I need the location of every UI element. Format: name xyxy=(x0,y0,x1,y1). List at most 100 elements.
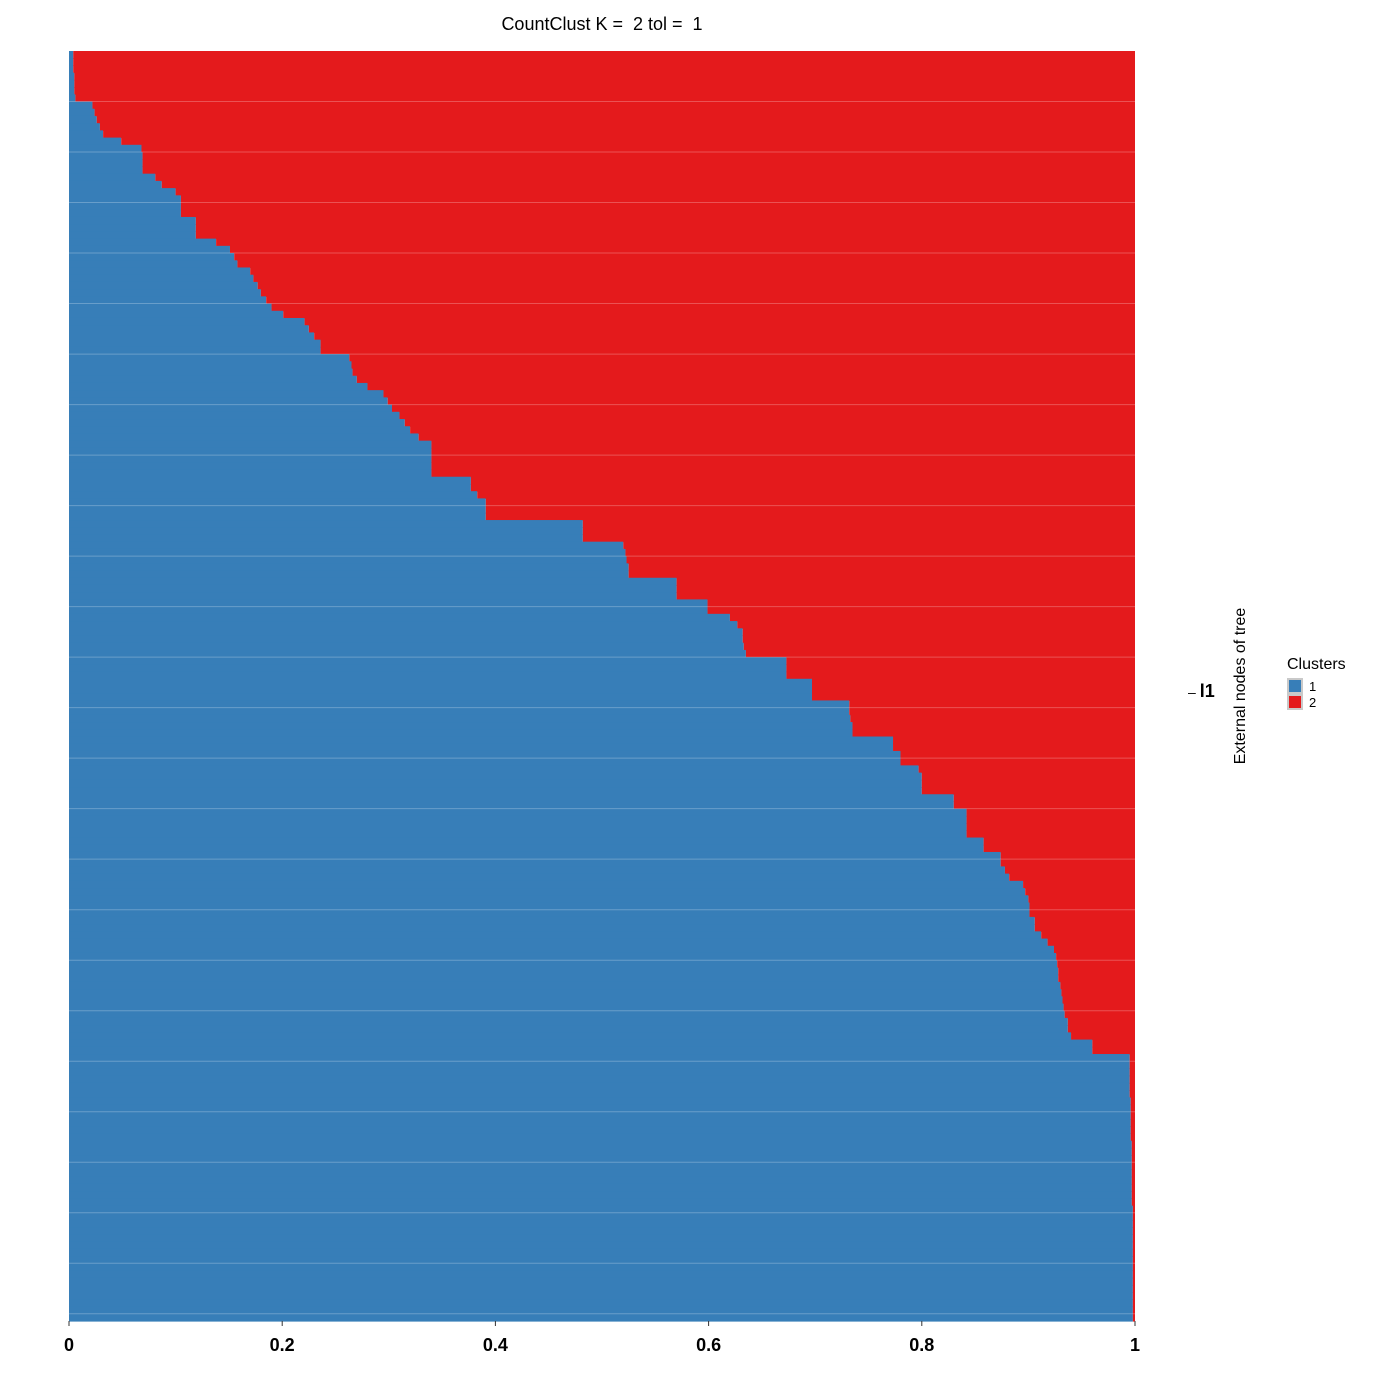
bar-cluster-2 xyxy=(1131,1198,1135,1207)
bar-cluster-2 xyxy=(1130,1097,1135,1106)
bar-cluster-2 xyxy=(1132,1270,1135,1279)
bar-cluster-2 xyxy=(229,245,1135,254)
bar-cluster-1 xyxy=(69,1162,1132,1171)
bar-cluster-1 xyxy=(69,361,352,370)
bar-cluster-2 xyxy=(1034,916,1135,925)
bar-cluster-1 xyxy=(69,375,357,384)
bar-cluster-1 xyxy=(69,779,922,788)
bar-cluster-1 xyxy=(69,1082,1130,1091)
bar-cluster-2 xyxy=(1025,888,1135,896)
bar-cluster-1 xyxy=(69,1133,1131,1142)
bar-cluster-2 xyxy=(893,736,1135,745)
bar-cluster-2 xyxy=(1029,909,1135,918)
bar-cluster-1 xyxy=(69,1010,1065,1019)
bar-cluster-1 xyxy=(69,527,583,536)
bar-cluster-1 xyxy=(69,346,321,355)
bar-cluster-1 xyxy=(69,895,1029,904)
row-separators xyxy=(69,101,1135,1315)
bar-cluster-1 xyxy=(69,707,850,716)
bar-cluster-1 xyxy=(69,772,922,781)
y-tick-label-text: l1 xyxy=(1199,681,1215,701)
bar-cluster-1 xyxy=(69,952,1057,961)
bar-cluster-1 xyxy=(69,166,143,175)
bar-cluster-1 xyxy=(69,368,353,377)
bar-cluster-2 xyxy=(1061,989,1135,997)
bar-cluster-2 xyxy=(304,317,1135,326)
bar-cluster-2 xyxy=(1058,967,1135,976)
bar-cluster-2 xyxy=(966,808,1135,817)
bar-cluster-1 xyxy=(69,72,75,81)
bar-cluster-2 xyxy=(1067,1025,1135,1033)
bar-cluster-2 xyxy=(320,346,1135,355)
bar-cluster-1 xyxy=(69,960,1058,969)
bar-cluster-1 xyxy=(69,1075,1130,1084)
bar-cluster-1 xyxy=(69,736,894,745)
bar-cluster-2 xyxy=(1131,1176,1135,1185)
legend-label-2: 2 xyxy=(1309,694,1317,710)
bar-cluster-1 xyxy=(69,505,486,514)
bar-cluster-1 xyxy=(69,671,787,680)
bar-cluster-1 xyxy=(69,1090,1130,1098)
bar-cluster-2 xyxy=(812,678,1135,687)
legend: Clusters 1 2 xyxy=(1287,656,1346,710)
bar-cluster-2 xyxy=(628,563,1135,572)
bar-cluster-1 xyxy=(69,686,813,694)
bar-cluster-2 xyxy=(1041,931,1135,940)
bar-cluster-1 xyxy=(69,498,486,507)
bar-cluster-1 xyxy=(69,801,954,810)
bar-cluster-1 xyxy=(69,188,176,196)
bar-cluster-2 xyxy=(1130,1104,1135,1113)
bar-cluster-2 xyxy=(121,137,1135,146)
bar-cluster-2 xyxy=(1132,1256,1135,1264)
bar-cluster-2 xyxy=(707,606,1135,615)
bar-cluster-2 xyxy=(1132,1299,1135,1308)
bar-cluster-2 xyxy=(1132,1263,1135,1272)
bar-cluster-2 xyxy=(623,541,1135,550)
bar-cluster-2 xyxy=(676,592,1135,601)
bar-cluster-2 xyxy=(94,108,1136,117)
bar-cluster-2 xyxy=(356,375,1135,384)
bar-cluster-2 xyxy=(676,584,1135,593)
bar-cluster-2 xyxy=(352,368,1135,377)
bar-cluster-2 xyxy=(966,823,1135,831)
bar-cluster-2 xyxy=(73,65,1135,74)
bar-cluster-2 xyxy=(391,404,1135,413)
y-axis-label: External nodes of tree xyxy=(1232,607,1249,765)
bar-cluster-2 xyxy=(786,657,1135,665)
x-tick-label: 0.4 xyxy=(483,1335,508,1355)
bar-cluster-1 xyxy=(69,916,1035,925)
bar-cluster-1 xyxy=(69,548,626,557)
bar-cluster-1 xyxy=(69,1219,1133,1228)
bar-cluster-1 xyxy=(69,310,284,319)
bar-cluster-1 xyxy=(69,325,309,334)
bar-cluster-2 xyxy=(1132,1227,1135,1236)
bar-cluster-1 xyxy=(69,1248,1133,1257)
bar-cluster-1 xyxy=(69,570,629,579)
bar-cluster-1 xyxy=(69,880,1024,889)
bar-cluster-2 xyxy=(470,476,1136,485)
bar-cluster-2 xyxy=(470,483,1136,492)
bar-cluster-2 xyxy=(1132,1292,1135,1300)
bar-cluster-2 xyxy=(1131,1140,1135,1149)
bar-cluster-1 xyxy=(69,851,1001,860)
bar-cluster-1 xyxy=(69,1104,1131,1113)
legend-key-2 xyxy=(1287,694,1303,710)
bar-cluster-2 xyxy=(921,772,1135,781)
bar-cluster-2 xyxy=(92,101,1135,110)
bar-cluster-2 xyxy=(1092,1046,1135,1055)
bar-cluster-1 xyxy=(69,729,853,738)
bar-cluster-1 xyxy=(69,94,76,103)
bar-cluster-1 xyxy=(69,693,813,702)
bar-cluster-1 xyxy=(69,613,730,622)
bar-cluster-1 xyxy=(69,808,967,817)
bar-cluster-2 xyxy=(237,260,1136,269)
bar-cluster-1 xyxy=(69,231,196,240)
bar-cluster-2 xyxy=(320,339,1135,348)
bar-cluster-1 xyxy=(69,195,181,204)
bar-cluster-2 xyxy=(418,433,1135,442)
bar-cluster-2 xyxy=(1129,1082,1135,1091)
bar-cluster-1 xyxy=(69,938,1048,947)
bar-cluster-1 xyxy=(69,491,478,499)
bar-cluster-2 xyxy=(1131,1155,1135,1163)
x-tick-label: 1 xyxy=(1130,1335,1140,1355)
